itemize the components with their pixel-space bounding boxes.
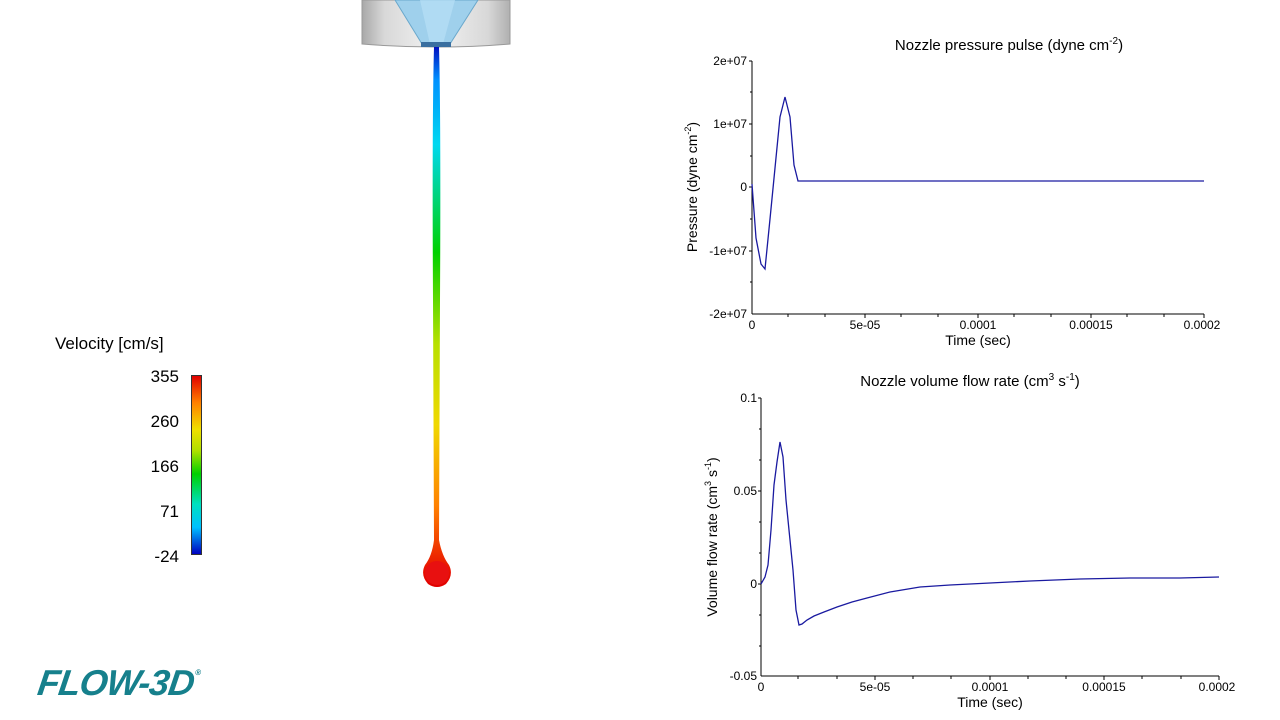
flow-series-line	[760, 441, 1220, 626]
droplet	[425, 561, 449, 585]
svg-text:0: 0	[749, 318, 756, 332]
svg-text:-2e+07: -2e+07	[709, 307, 747, 321]
nozzle-housing	[361, 0, 511, 48]
pressure-y-label: Pressure (dyne cm-2)	[683, 122, 700, 252]
flow3d-logo: FLOW-3D®	[35, 662, 201, 703]
legend-tick: 260	[150, 412, 179, 431]
legend-tick: 166	[150, 457, 179, 476]
svg-text:0: 0	[750, 577, 757, 591]
pressure-chart: Nozzle pressure pulse (dyne cm-2) 2e+07 1…	[683, 36, 1221, 348]
pressure-x-axis	[752, 313, 1205, 318]
pressure-series-line	[751, 96, 1204, 271]
svg-text:-1e+07: -1e+07	[709, 244, 747, 258]
flow-y-label: Volume flow rate (cm3 s-1)	[703, 457, 720, 616]
liquid-jet	[423, 47, 451, 587]
legend-tick: 71	[160, 502, 179, 521]
flow-rate-chart: Nozzle volume flow rate (cm3 s-1) 0.1 0.0…	[703, 372, 1236, 710]
flow-x-axis	[761, 675, 1220, 680]
svg-text:0.1: 0.1	[740, 391, 757, 405]
svg-text:0.0002: 0.0002	[1184, 318, 1221, 332]
svg-text:5e-05: 5e-05	[850, 318, 881, 332]
pressure-chart-title: Nozzle pressure pulse (dyne cm-2)	[895, 36, 1123, 54]
svg-text:0.00015: 0.00015	[1069, 318, 1113, 332]
svg-text:-0.05: -0.05	[730, 669, 758, 683]
svg-text:0.0002: 0.0002	[1199, 680, 1236, 694]
velocity-colorbar	[191, 375, 202, 555]
flow-y-axis	[758, 397, 762, 676]
svg-text:0.0001: 0.0001	[972, 680, 1009, 694]
svg-text:5e-05: 5e-05	[860, 680, 891, 694]
svg-text:0.05: 0.05	[734, 484, 758, 498]
svg-text:0: 0	[758, 680, 765, 694]
svg-text:2e+07: 2e+07	[713, 54, 747, 68]
flow-x-label: Time (sec)	[957, 694, 1023, 710]
velocity-legend-title: Velocity [cm/s]	[55, 334, 164, 353]
svg-text:0: 0	[740, 180, 747, 194]
simulation-viewport	[361, 0, 511, 587]
svg-text:0.0001: 0.0001	[960, 318, 997, 332]
legend-tick-max: 355	[150, 367, 179, 386]
flow-chart-title: Nozzle volume flow rate (cm3 s-1)	[860, 372, 1080, 390]
svg-text:0.00015: 0.00015	[1082, 680, 1126, 694]
pressure-y-axis	[749, 60, 753, 314]
pressure-x-label: Time (sec)	[945, 332, 1011, 348]
svg-text:1e+07: 1e+07	[713, 117, 747, 131]
legend-tick-min: -24	[154, 547, 179, 566]
